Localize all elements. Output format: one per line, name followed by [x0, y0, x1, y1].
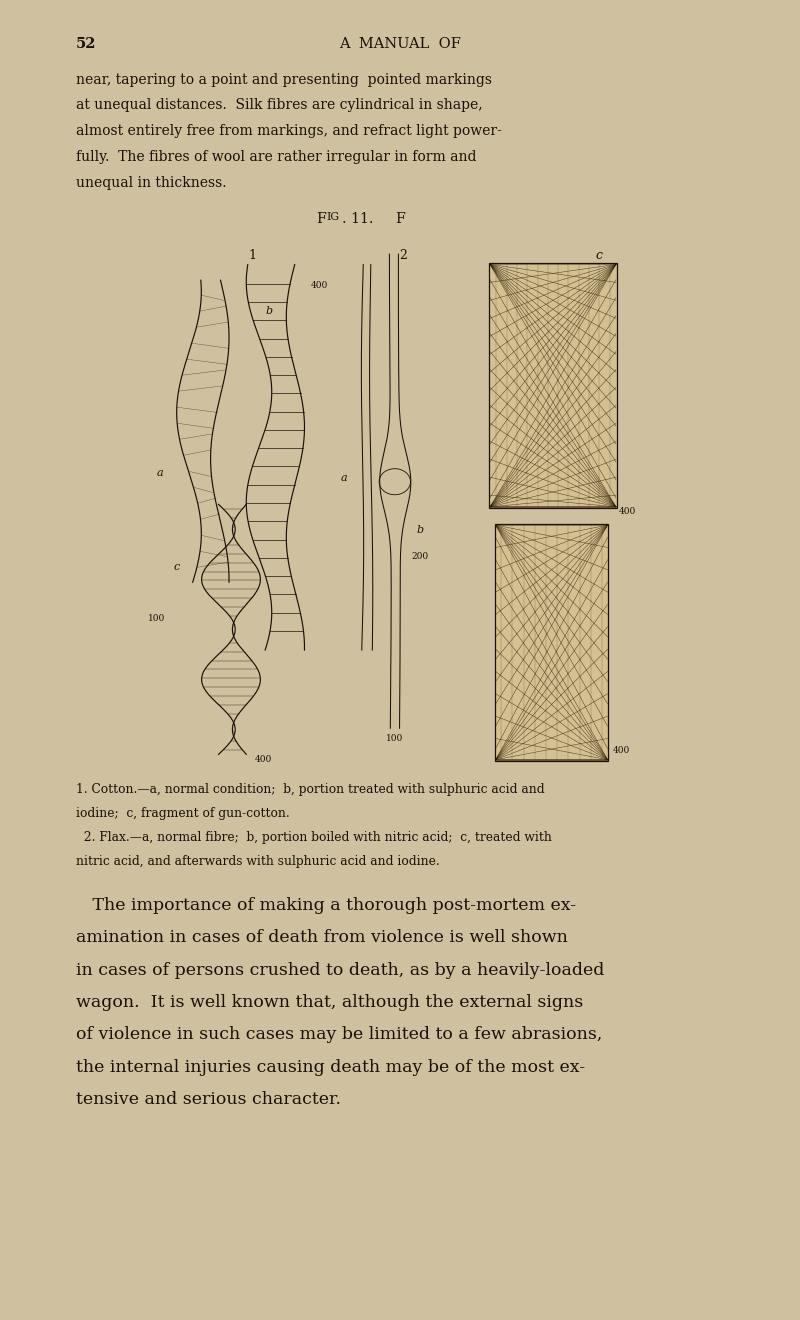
Text: wagon.  It is well known that, although the external signs: wagon. It is well known that, although t…	[76, 994, 583, 1011]
Text: c: c	[596, 248, 602, 261]
Text: a: a	[341, 473, 348, 483]
Text: near, tapering to a point and presenting  pointed markings: near, tapering to a point and presenting…	[76, 73, 492, 87]
Text: b: b	[266, 306, 272, 317]
Text: iodine;  c, fragment of gun-cotton.: iodine; c, fragment of gun-cotton.	[76, 807, 290, 820]
Text: 2: 2	[399, 248, 407, 261]
Text: unequal in thickness.: unequal in thickness.	[76, 176, 226, 190]
Text: at unequal distances.  Silk fibres are cylindrical in shape,: at unequal distances. Silk fibres are cy…	[76, 98, 482, 112]
Text: 100: 100	[386, 734, 403, 743]
Text: c: c	[174, 562, 179, 572]
Text: IG: IG	[326, 211, 339, 222]
FancyBboxPatch shape	[494, 524, 608, 762]
Text: a: a	[156, 469, 163, 478]
Text: 100: 100	[148, 614, 166, 623]
Text: . 11.: . 11.	[342, 211, 373, 226]
Text: amination in cases of death from violence is well shown: amination in cases of death from violenc…	[76, 929, 568, 946]
Text: 1: 1	[248, 248, 256, 261]
FancyBboxPatch shape	[490, 263, 617, 508]
Text: b: b	[417, 525, 423, 536]
Text: 400: 400	[254, 755, 272, 764]
Text: in cases of persons crushed to death, as by a heavily-loaded: in cases of persons crushed to death, as…	[76, 961, 604, 978]
Text: almost entirely free from markings, and refract light power-: almost entirely free from markings, and …	[76, 124, 502, 139]
Text: A  MANUAL  OF: A MANUAL OF	[339, 37, 461, 51]
Text: 52: 52	[76, 37, 97, 51]
Text: fully.  The fibres of wool are rather irregular in form and: fully. The fibres of wool are rather irr…	[76, 149, 477, 164]
Text: nitric acid, and afterwards with sulphuric acid and iodine.: nitric acid, and afterwards with sulphur…	[76, 855, 440, 867]
Text: The importance of making a thorough post-mortem ex-: The importance of making a thorough post…	[76, 898, 576, 913]
Text: 400: 400	[613, 746, 630, 755]
Text: 1. Cotton.—a, normal condition;  b, portion treated with sulphuric acid and: 1. Cotton.—a, normal condition; b, porti…	[76, 783, 545, 796]
Text: the internal injuries causing death may be of the most ex-: the internal injuries causing death may …	[76, 1059, 585, 1076]
Text: F: F	[316, 211, 326, 226]
Text: 400: 400	[618, 507, 636, 516]
Text: F: F	[395, 211, 405, 226]
Text: 400: 400	[310, 281, 328, 290]
Text: tensive and serious character.: tensive and serious character.	[76, 1090, 341, 1107]
Text: of violence in such cases may be limited to a few abrasions,: of violence in such cases may be limited…	[76, 1027, 602, 1043]
Text: 200: 200	[411, 552, 429, 561]
Text: 2. Flax.—a, normal fibre;  b, portion boiled with nitric acid;  c, treated with: 2. Flax.—a, normal fibre; b, portion boi…	[76, 832, 552, 843]
